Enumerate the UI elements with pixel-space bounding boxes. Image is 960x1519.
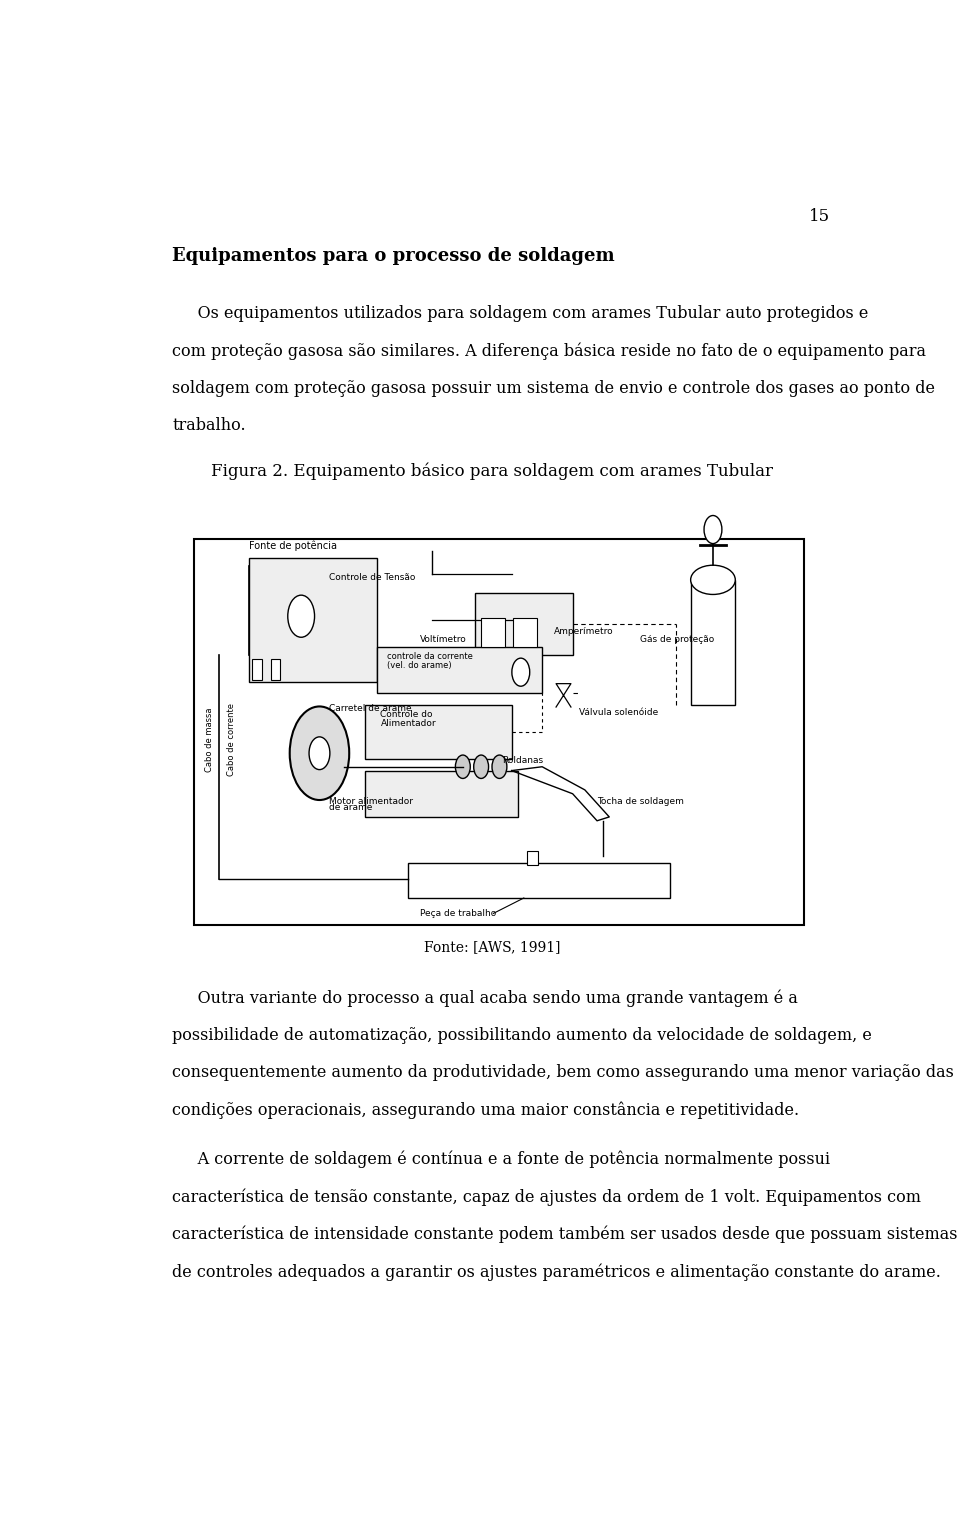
- Bar: [252, 659, 262, 681]
- Text: Válvula solenóide: Válvula solenóide: [579, 708, 658, 717]
- Text: de arame: de arame: [328, 802, 372, 811]
- Circle shape: [455, 755, 470, 778]
- Text: Amperímetro: Amperímetro: [554, 627, 614, 636]
- Text: A corrente de soldagem é contínua e a fonte de potência normalmente possui: A corrente de soldagem é contínua e a fo…: [172, 1151, 830, 1168]
- Text: Os equipamentos utilizados para soldagem com arames Tubular auto protegidos e: Os equipamentos utilizados para soldagem…: [172, 305, 869, 322]
- Text: trabalho.: trabalho.: [172, 418, 246, 434]
- Text: Controle do: Controle do: [380, 711, 433, 718]
- Text: consequentemente aumento da produtividade, bem como assegurando uma menor variaç: consequentemente aumento da produtividad…: [172, 1065, 954, 1082]
- Text: característica de intensidade constante podem também ser usados desde que possua: característica de intensidade constante …: [172, 1226, 957, 1243]
- Bar: [377, 647, 542, 693]
- Ellipse shape: [690, 565, 735, 594]
- Circle shape: [512, 658, 530, 687]
- Text: Roldanas: Roldanas: [502, 756, 543, 764]
- Text: Equipamentos para o processo de soldagem: Equipamentos para o processo de soldagem: [172, 246, 614, 264]
- Circle shape: [473, 755, 489, 778]
- Text: Alimentador: Alimentador: [380, 718, 436, 728]
- Text: característica de tensão constante, capaz de ajustes da ordem de 1 volt. Equipam: característica de tensão constante, capa…: [172, 1188, 921, 1206]
- Text: Carretel de arame: Carretel de arame: [328, 705, 411, 714]
- Text: (vel. do arame): (vel. do arame): [387, 661, 451, 670]
- Text: Controle de Tensão: Controle de Tensão: [328, 573, 415, 582]
- Bar: [271, 659, 280, 681]
- Bar: [250, 559, 377, 682]
- Circle shape: [309, 737, 330, 770]
- Text: 15: 15: [808, 208, 830, 225]
- Bar: [194, 539, 804, 925]
- Text: Tocha de soldagem: Tocha de soldagem: [597, 797, 684, 807]
- Text: Voltímetro: Voltímetro: [420, 635, 467, 644]
- Bar: [365, 705, 512, 760]
- Text: Fonte: [AWS, 1991]: Fonte: [AWS, 1991]: [423, 940, 561, 954]
- Bar: [408, 863, 670, 898]
- Circle shape: [492, 755, 507, 778]
- Text: controle da corrente: controle da corrente: [387, 652, 472, 661]
- Bar: [481, 618, 505, 647]
- Text: com proteção gasosa são similares. A diferença básica reside no fato de o equipa: com proteção gasosa são similares. A dif…: [172, 342, 926, 360]
- Text: Cabo de corrente: Cabo de corrente: [227, 703, 235, 776]
- Circle shape: [290, 706, 349, 801]
- Text: soldagem com proteção gasosa possuir um sistema de envio e controle dos gases ao: soldagem com proteção gasosa possuir um …: [172, 380, 935, 396]
- Text: Motor alimentador: Motor alimentador: [328, 797, 413, 807]
- Bar: [690, 580, 735, 705]
- Bar: [365, 770, 517, 817]
- Text: possibilidade de automatização, possibilitando aumento da velocidade de soldagem: possibilidade de automatização, possibil…: [172, 1027, 872, 1044]
- Text: condições operacionais, assegurando uma maior constância e repetitividade.: condições operacionais, assegurando uma …: [172, 1101, 800, 1120]
- Text: Outra variante do processo a qual acaba sendo uma grande vantagem é a: Outra variante do processo a qual acaba …: [172, 989, 798, 1007]
- Text: Peça de trabalho: Peça de trabalho: [420, 908, 496, 917]
- Circle shape: [288, 595, 315, 638]
- Bar: [514, 618, 538, 647]
- Circle shape: [704, 515, 722, 544]
- Text: Fonte de potência: Fonte de potência: [250, 541, 337, 550]
- Text: Cabo de massa: Cabo de massa: [205, 708, 214, 772]
- Bar: [527, 851, 538, 866]
- Text: de controles adequados a garantir os ajustes paramétricos e alimentação constant: de controles adequados a garantir os aju…: [172, 1262, 941, 1281]
- Text: Figura 2. Equipamento básico para soldagem com arames Tubular: Figura 2. Equipamento básico para soldag…: [211, 463, 773, 480]
- Text: Gás de proteção: Gás de proteção: [639, 635, 714, 644]
- Bar: [475, 592, 573, 655]
